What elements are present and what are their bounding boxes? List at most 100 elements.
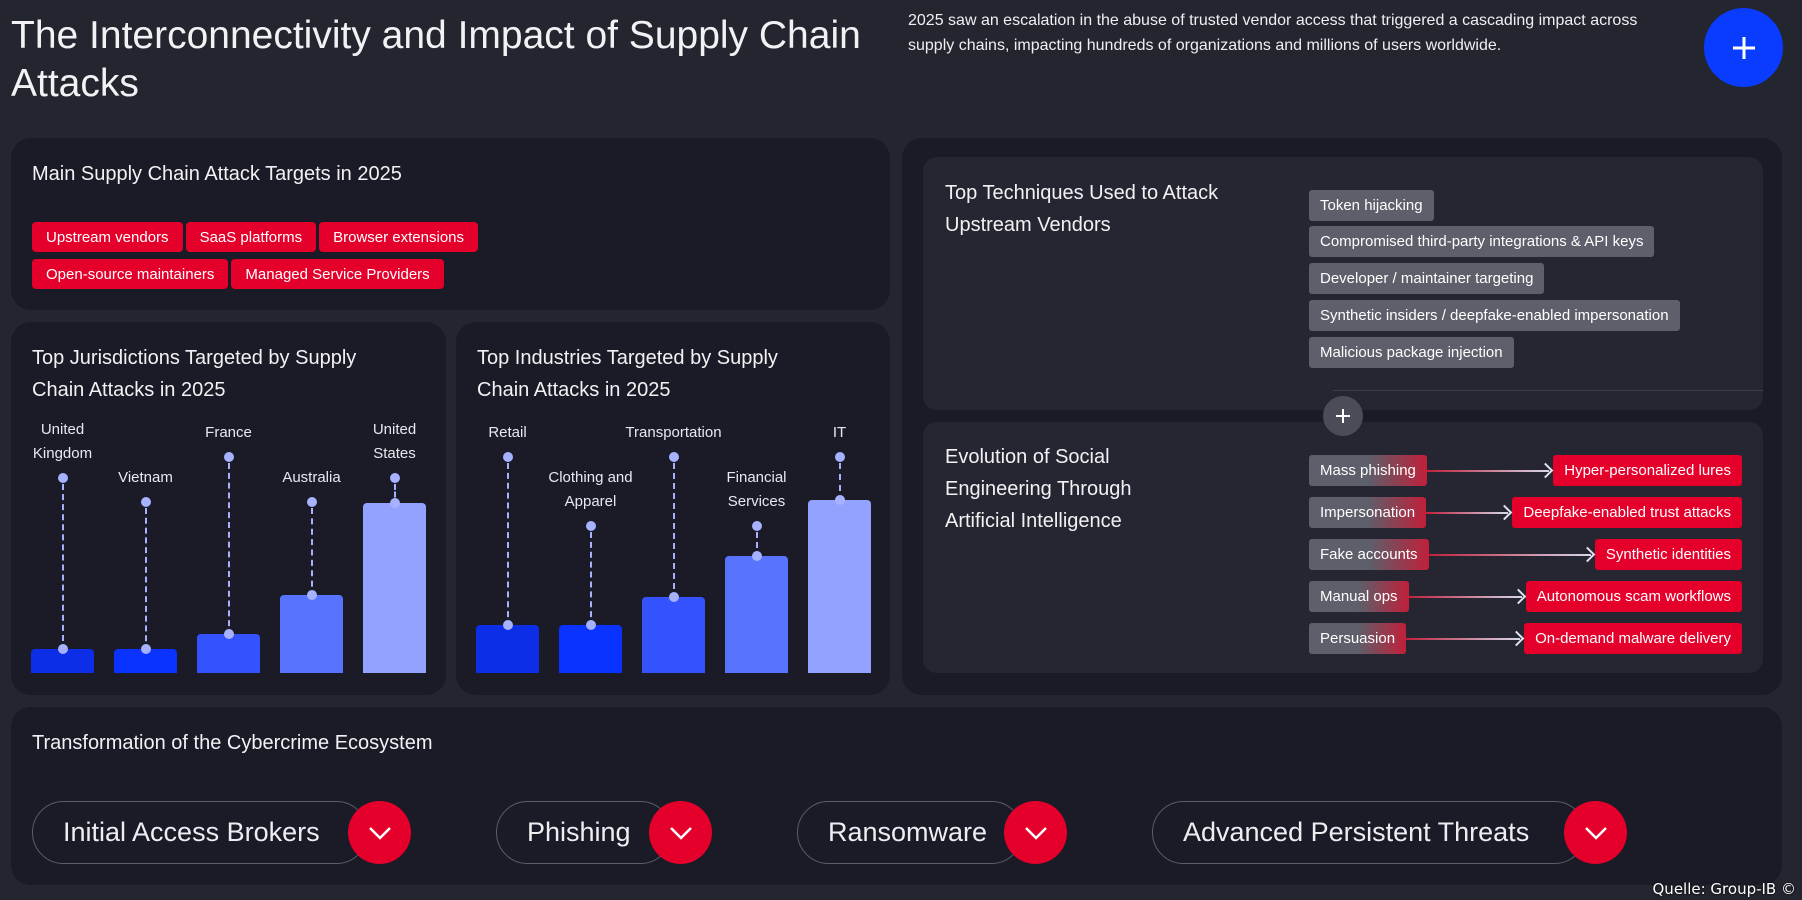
chart-bar <box>363 503 426 673</box>
chevron-down-icon <box>1024 826 1047 840</box>
expand-phishing[interactable] <box>649 801 712 864</box>
plus-icon <box>1732 36 1755 59</box>
chart-category-label: IT <box>832 424 847 441</box>
chart-value-dot <box>140 644 151 655</box>
evolution-row: Fake accounts Synthetic identities <box>1309 539 1742 570</box>
chart-leader-line <box>755 532 758 558</box>
small-plus-button[interactable] <box>1323 396 1363 436</box>
chart-value-dot <box>223 628 234 639</box>
chart-value-dot <box>306 589 317 600</box>
evolution-row: Persuasion On-demand malware delivery <box>1309 623 1742 654</box>
arrow-right-icon <box>1406 637 1521 640</box>
chart-leader-line <box>506 463 509 628</box>
arrow-right-icon <box>1408 595 1522 598</box>
chart-label-dot <box>668 452 679 462</box>
evolution-row: Impersonation Deepfake-enabled trust atta… <box>1309 497 1742 528</box>
divider <box>1333 390 1763 391</box>
industries-chart-title: Top Industries Targeted by Supply Chain … <box>477 347 778 401</box>
technique-tag: Malicious package injection <box>1309 337 1514 368</box>
evolution-from: Manual ops <box>1309 581 1409 612</box>
ecosystem-item-ransomware[interactable]: Ransomware <box>797 801 1023 864</box>
chart-value-dot <box>502 620 513 631</box>
arrow-right-icon <box>1426 511 1509 514</box>
source-credit: Quelle: Group-IB © <box>1652 880 1797 898</box>
chart-value-dot <box>751 550 762 561</box>
chevron-down-icon <box>669 826 692 840</box>
evolution-title: Evolution of Social Engineering Through … <box>945 446 1132 532</box>
jurisdictions-chart-title: Top Jurisdictions Targeted by Supply Cha… <box>32 347 357 401</box>
expand-button[interactable] <box>1704 8 1783 87</box>
targets-card: Main Supply Chain Attack Targets in 2025… <box>11 138 890 310</box>
chart-category-label: United States <box>372 421 417 462</box>
chart-leader-line <box>838 463 841 502</box>
ecosystem-item-phishing[interactable]: Phishing <box>496 801 672 864</box>
chart-label-dot <box>389 473 400 483</box>
chevron-down-icon <box>1584 826 1607 840</box>
targets-tags: Upstream vendors SaaS platforms Browser ex… <box>32 222 872 296</box>
evolution-row: Manual ops Autonomous scam workflows <box>1309 581 1742 612</box>
evolution-from: Persuasion <box>1309 623 1407 654</box>
evolution-to: On-demand malware delivery <box>1524 623 1742 654</box>
chart-leader-line <box>589 532 592 628</box>
chart-leader-line <box>61 484 64 652</box>
page-title: The Interconnectivity and Impact of Supp… <box>11 14 861 105</box>
chart-bar <box>197 633 260 673</box>
technique-tag: Token hijacking <box>1309 190 1434 221</box>
target-tag: Browser extensions <box>319 222 479 252</box>
plus-icon <box>1336 409 1350 423</box>
chart-category-label: Transportation <box>625 424 722 441</box>
chart-category-label: Retail <box>488 424 527 441</box>
evolution-from: Fake accounts <box>1309 539 1429 570</box>
chart-value-dot <box>585 620 596 631</box>
chart-leader-line <box>310 508 313 597</box>
chart-label-dot <box>57 473 68 483</box>
chart-category-label: United Kingdom <box>32 421 93 462</box>
chart-bar <box>642 596 705 673</box>
chart-category-label: Financial Services <box>726 469 787 510</box>
chart-value-dot <box>834 494 845 505</box>
target-tag: SaaS platforms <box>185 222 317 252</box>
jurisdictions-chart-card: Top Jurisdictions Targeted by Supply Cha… <box>11 322 446 695</box>
techniques-title: Top Techniques Used to Attack Upstream V… <box>945 182 1219 236</box>
chevron-down-icon <box>368 826 391 840</box>
ecosystem-item-apt[interactable]: Advanced Persistent Threats <box>1152 801 1586 864</box>
evolution-row: Mass phishing Hyper-personalized lures <box>1309 455 1742 486</box>
chart-label-dot <box>140 497 151 507</box>
technique-tag: Compromised third-party integrations & A… <box>1309 226 1655 257</box>
target-tag: Upstream vendors <box>32 222 183 252</box>
evolution-from: Impersonation <box>1309 497 1427 528</box>
expand-apt[interactable] <box>1564 801 1627 864</box>
expand-ransomware[interactable] <box>1004 801 1067 864</box>
chart-leader-line <box>393 484 396 505</box>
chart-bar <box>808 499 871 673</box>
target-tag: Open-source maintainers <box>32 259 229 289</box>
chart-label-dot <box>751 521 762 531</box>
arrow-right-icon <box>1428 553 1591 556</box>
arrow-right-icon <box>1426 469 1550 472</box>
ecosystem-item-initial-access-brokers[interactable]: Initial Access Brokers <box>32 801 368 864</box>
industries-chart-card: Top Industries Targeted by Supply Chain … <box>456 322 890 695</box>
chart-bar <box>114 649 177 673</box>
ecosystem-card: Transformation of the Cybercrime Ecosyst… <box>11 707 1782 885</box>
chart-label-dot <box>306 497 317 507</box>
technique-tag: Developer / maintainer targeting <box>1309 263 1545 294</box>
chart-value-dot <box>57 644 68 655</box>
evolution-to: Hyper-personalized lures <box>1553 455 1742 486</box>
chart-category-label: Clothing and Apparel <box>548 469 633 510</box>
chart-value-dot <box>668 591 679 602</box>
chart-leader-line <box>672 463 675 599</box>
chart-bar <box>725 555 788 673</box>
expand-initial-access-brokers[interactable] <box>348 801 411 864</box>
chart-category-label: Australia <box>282 469 341 486</box>
chart-label-dot <box>585 521 596 531</box>
chart-bar <box>31 649 94 673</box>
chart-leader-line <box>144 508 147 652</box>
evolution-from: Mass phishing <box>1309 455 1427 486</box>
chart-category-label: Vietnam <box>118 469 173 486</box>
chart-label-dot <box>223 452 234 462</box>
chart-bar <box>476 625 539 673</box>
chart-bar <box>280 594 343 673</box>
evolution-to: Synthetic identities <box>1594 539 1742 570</box>
evolution-to: Deepfake-enabled trust attacks <box>1512 497 1742 528</box>
intro-text: 2025 saw an escalation in the abuse of t… <box>908 12 1638 54</box>
